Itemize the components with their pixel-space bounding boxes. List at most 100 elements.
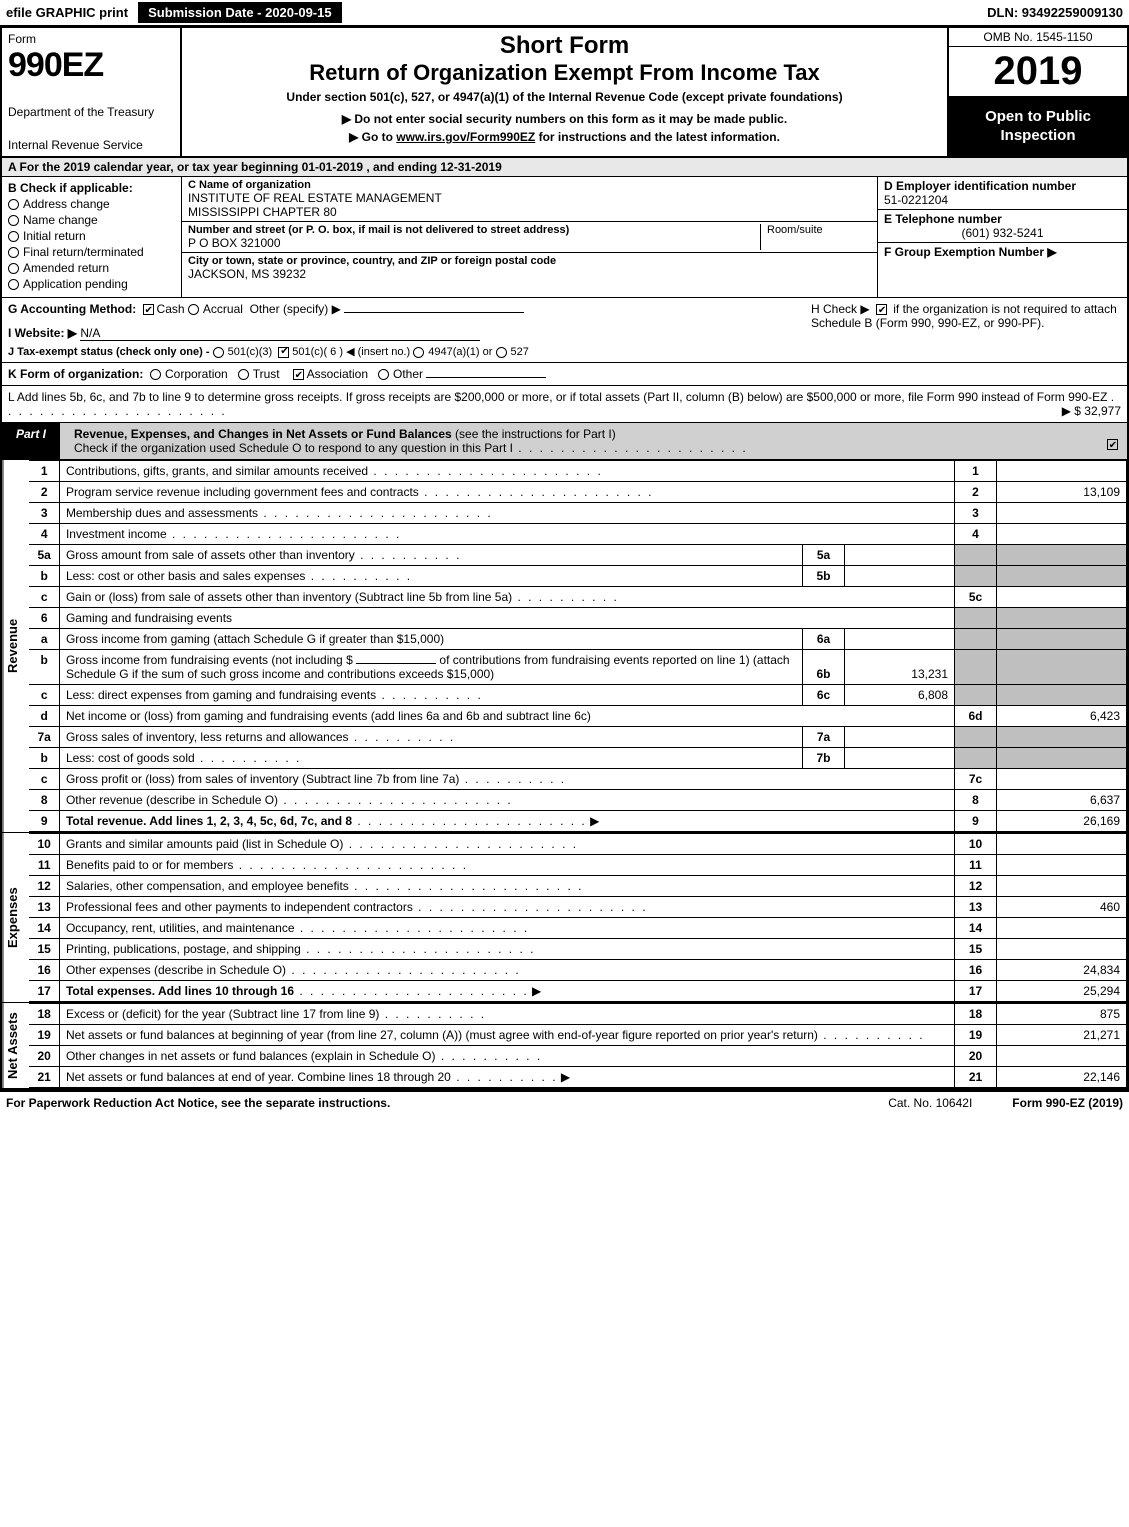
line-1: 1 Contributions, gifts, grants, and simi… xyxy=(29,461,1126,482)
table-net-assets: 18Excess or (deficit) for the year (Subt… xyxy=(29,1003,1127,1088)
line-15: 15Printing, publications, postage, and s… xyxy=(29,939,1126,960)
section-revenue: Revenue 1 Contributions, gifts, grants, … xyxy=(2,460,1127,833)
chk-accrual[interactable] xyxy=(188,304,199,315)
line-21: 21Net assets or fund balances at end of … xyxy=(29,1067,1126,1088)
cell-street: Number and street (or P. O. box, if mail… xyxy=(182,222,877,253)
chk-schedule-b-not-required[interactable] xyxy=(876,304,887,315)
line-17: 17Total expenses. Add lines 10 through 1… xyxy=(29,981,1126,1002)
cell-org-name: C Name of organization INSTITUTE OF REAL… xyxy=(182,177,877,222)
title-short-form: Short Form xyxy=(192,32,937,60)
chk-address-change[interactable]: Address change xyxy=(8,197,175,211)
label-city: City or town, state or province, country… xyxy=(188,255,871,267)
table-revenue: 1 Contributions, gifts, grants, and simi… xyxy=(29,460,1127,832)
row-l-amount: ▶ $ 32,977 xyxy=(1062,404,1121,418)
row-g-and-h: G Accounting Method: Cash Accrual Other … xyxy=(2,298,1127,363)
chk-4947a1[interactable] xyxy=(413,347,424,358)
line-6b: b Gross income from fundraising events (… xyxy=(29,650,1126,685)
part-i-tag: Part I xyxy=(2,423,60,459)
label-accounting-method: G Accounting Method: xyxy=(8,302,136,316)
block-bcdef: B Check if applicable: Address change Na… xyxy=(2,177,1127,298)
other-org-input[interactable] xyxy=(426,377,546,378)
chk-527[interactable] xyxy=(496,347,507,358)
line-7b: b Less: cost of goods sold 7b xyxy=(29,748,1126,769)
row-l-gross-receipts: L Add lines 5b, 6c, and 7b to line 9 to … xyxy=(2,386,1127,423)
header-left: Form 990EZ Department of the Treasury In… xyxy=(2,28,182,156)
row-a-tax-year: A For the 2019 calendar year, or tax yea… xyxy=(2,158,1127,177)
goto-link-line: ▶ Go to www.irs.gov/Form990EZ for instru… xyxy=(192,130,937,144)
line-6b-amount-input[interactable] xyxy=(356,663,436,664)
omb-number: OMB No. 1545-1150 xyxy=(949,28,1127,47)
row-h-pre: H Check ▶ xyxy=(811,302,870,316)
footer-catalog-no: Cat. No. 10642I xyxy=(888,1096,972,1110)
col-c-org-info: C Name of organization INSTITUTE OF REAL… xyxy=(182,177,877,297)
box-e-telephone: E Telephone number (601) 932-5241 xyxy=(878,210,1127,243)
note-ssn: ▶ Do not enter social security numbers o… xyxy=(192,112,937,126)
org-name-1: INSTITUTE OF REAL ESTATE MANAGEMENT xyxy=(188,191,871,205)
box-d-ein: D Employer identification number 51-0221… xyxy=(878,177,1127,210)
chk-cash[interactable] xyxy=(143,304,154,315)
line-6: 6 Gaming and fundraising events xyxy=(29,608,1126,629)
chk-application-pending[interactable]: Application pending xyxy=(8,277,175,291)
dln-label: DLN: 93492259009130 xyxy=(987,5,1123,20)
chk-final-return[interactable]: Final return/terminated xyxy=(8,245,175,259)
row-h-schedule-b: H Check ▶ if the organization is not req… xyxy=(811,302,1121,358)
top-toolbar: efile GRAPHIC print Submission Date - 20… xyxy=(0,0,1129,26)
line-16: 16Other expenses (describe in Schedule O… xyxy=(29,960,1126,981)
label-street: Number and street (or P. O. box, if mail… xyxy=(188,224,754,236)
form-word: Form xyxy=(8,32,174,46)
label-ein: D Employer identification number xyxy=(884,179,1121,193)
label-website: I Website: ▶ xyxy=(8,326,77,340)
form-990ez: Form 990EZ Department of the Treasury In… xyxy=(0,26,1129,1092)
open-to-public: Open to Public Inspection xyxy=(949,97,1127,156)
efile-label[interactable]: efile GRAPHIC print xyxy=(6,5,128,20)
part-i-title: Revenue, Expenses, and Changes in Net As… xyxy=(74,427,452,441)
website-value: N/A xyxy=(80,326,480,341)
line-6d: d Net income or (loss) from gaming and f… xyxy=(29,706,1126,727)
chk-part-i-schedule-o[interactable] xyxy=(1107,439,1118,450)
chk-initial-return[interactable]: Initial return xyxy=(8,229,175,243)
line-4: 4 Investment income 4 xyxy=(29,524,1126,545)
label-form-of-org: K Form of organization: xyxy=(8,367,143,381)
chk-501c3[interactable] xyxy=(213,347,224,358)
section-net-assets: Net Assets 18Excess or (deficit) for the… xyxy=(2,1003,1127,1090)
goto-post: for instructions and the latest informat… xyxy=(535,130,780,144)
line-11: 11Benefits paid to or for members11 xyxy=(29,855,1126,876)
chk-corporation[interactable] xyxy=(150,369,161,380)
chk-501c[interactable] xyxy=(278,347,289,358)
section-expenses: Expenses 10Grants and similar amounts pa… xyxy=(2,833,1127,1003)
line-19: 19Net assets or fund balances at beginni… xyxy=(29,1025,1126,1046)
line-6a: a Gross income from gaming (attach Sched… xyxy=(29,629,1126,650)
line-7a: 7a Gross sales of inventory, less return… xyxy=(29,727,1126,748)
subtitle-under-section: Under section 501(c), 527, or 4947(a)(1)… xyxy=(192,90,937,104)
part-i-parens: (see the instructions for Part I) xyxy=(452,427,616,441)
row-k-form-of-org: K Form of organization: Corporation Trus… xyxy=(2,363,1127,386)
line-10: 10Grants and similar amounts paid (list … xyxy=(29,834,1126,855)
page-footer: For Paperwork Reduction Act Notice, see … xyxy=(0,1092,1129,1114)
footer-form-ref: Form 990-EZ (2019) xyxy=(1012,1096,1123,1110)
label-telephone: E Telephone number xyxy=(884,212,1121,226)
line-5b: b Less: cost or other basis and sales ex… xyxy=(29,566,1126,587)
other-specify-input[interactable] xyxy=(344,312,524,313)
part-i-header: Part I Revenue, Expenses, and Changes in… xyxy=(2,423,1127,460)
chk-other-org[interactable] xyxy=(378,369,389,380)
chk-name-change[interactable]: Name change xyxy=(8,213,175,227)
line-14: 14Occupancy, rent, utilities, and mainte… xyxy=(29,918,1126,939)
dept-treasury: Department of the Treasury xyxy=(8,105,174,119)
vlabel-expenses: Expenses xyxy=(2,833,29,1002)
label-room-suite: Room/suite xyxy=(761,224,871,250)
footer-left: For Paperwork Reduction Act Notice, see … xyxy=(6,1096,390,1110)
vlabel-revenue: Revenue xyxy=(2,460,29,832)
chk-amended-return[interactable]: Amended return xyxy=(8,261,175,275)
part-i-check-line: Check if the organization used Schedule … xyxy=(74,441,513,455)
chk-association[interactable] xyxy=(293,369,304,380)
line-13: 13Professional fees and other payments t… xyxy=(29,897,1126,918)
header-middle: Short Form Return of Organization Exempt… xyxy=(182,28,947,156)
row-l-text: L Add lines 5b, 6c, and 7b to line 9 to … xyxy=(8,390,1107,404)
label-tax-exempt: J Tax-exempt status (check only one) - xyxy=(8,346,210,358)
line-7c: c Gross profit or (loss) from sales of i… xyxy=(29,769,1126,790)
telephone-value: (601) 932-5241 xyxy=(884,226,1121,240)
line-5c: c Gain or (loss) from sale of assets oth… xyxy=(29,587,1126,608)
goto-link[interactable]: www.irs.gov/Form990EZ xyxy=(396,130,535,144)
label-group-exemption: F Group Exemption Number ▶ xyxy=(884,245,1057,259)
chk-trust[interactable] xyxy=(238,369,249,380)
